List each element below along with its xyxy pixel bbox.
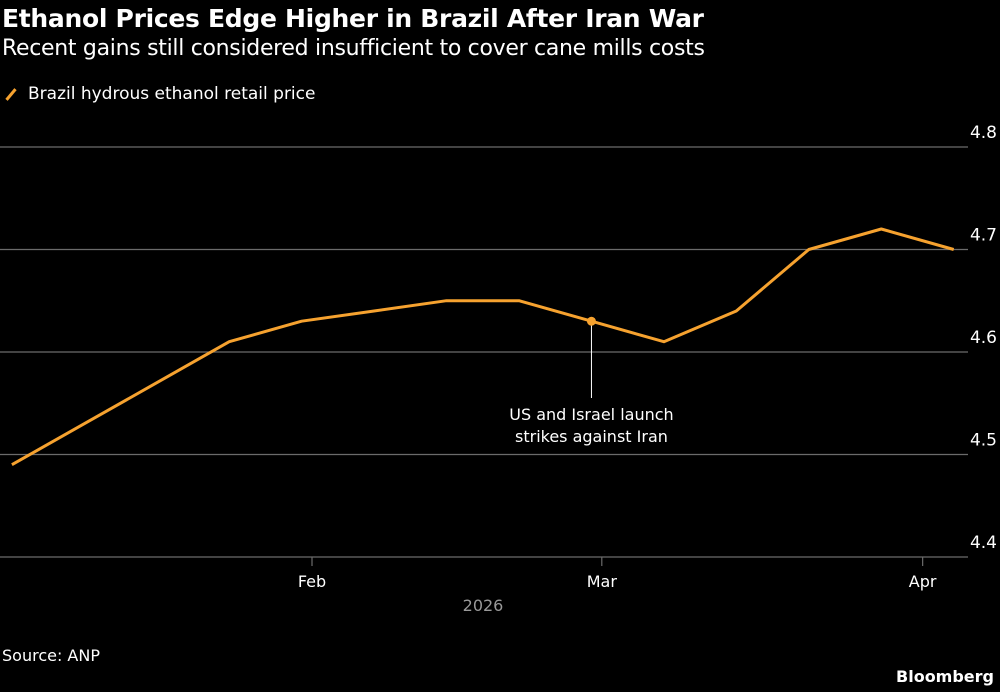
source-note: Source: ANP xyxy=(2,646,100,665)
x-tick-label: Feb xyxy=(298,572,326,591)
chart-subtitle: Recent gains still considered insufficie… xyxy=(2,36,705,61)
y-tick-label: 4.5 xyxy=(970,431,997,451)
annotation-text: strikes against Iran xyxy=(515,427,668,446)
y-tick-label: 4.6 xyxy=(970,328,997,348)
x-tick-label: Mar xyxy=(587,572,618,591)
bloomberg-logo: Bloomberg xyxy=(896,667,994,686)
annotation-text: US and Israel launch xyxy=(509,405,673,424)
annotation-marker xyxy=(586,316,596,326)
y-tick-label: 4.8 xyxy=(970,123,997,143)
legend: Brazil hydrous ethanol retail price xyxy=(4,84,315,104)
legend-label: Brazil hydrous ethanol retail price xyxy=(28,84,316,104)
y-tick-label: 4.7 xyxy=(970,226,997,246)
series-line xyxy=(11,227,955,467)
y-tick-label: 4.4 xyxy=(970,533,997,553)
x-axis-label: 2026 xyxy=(463,596,504,615)
x-tick-label: Apr xyxy=(909,572,937,591)
chart-title: Ethanol Prices Edge Higher in Brazil Aft… xyxy=(2,4,704,33)
